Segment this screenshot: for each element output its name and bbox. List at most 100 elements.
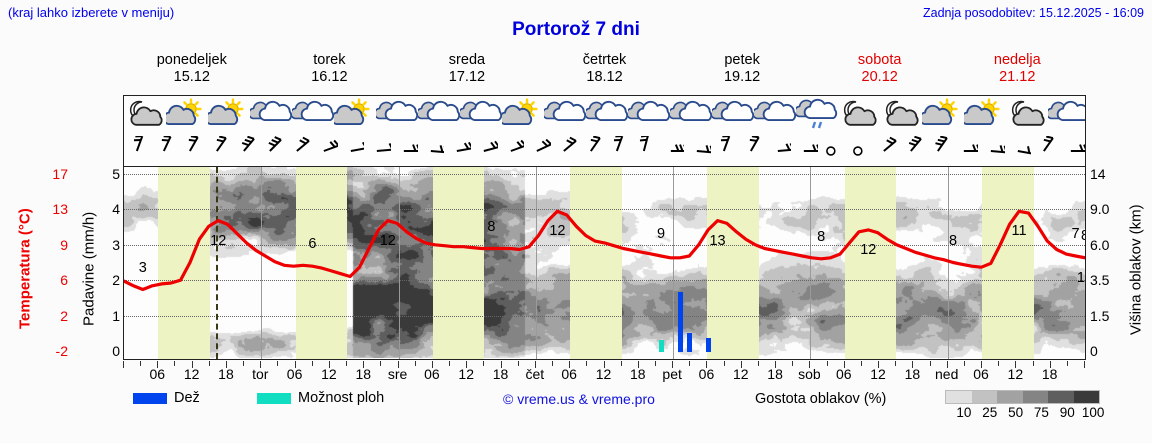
- time-label-23: ned: [935, 366, 959, 382]
- weather-icon-cloud: [250, 96, 292, 136]
- wind-barb-31: [951, 136, 981, 166]
- wind-barb-19: [631, 134, 658, 166]
- rain-swatch: [133, 392, 167, 404]
- precip-bar-2: [687, 332, 693, 352]
- temp-label-3: 12: [379, 232, 396, 249]
- time-tick: [1066, 361, 1068, 366]
- time-tick: [878, 361, 880, 368]
- time-tick: [757, 361, 759, 366]
- weather-icon-cloud-drizzle: [796, 96, 838, 136]
- time-tick: [534, 361, 536, 368]
- wind-barb-1: [151, 135, 178, 166]
- wind-barb-row: [124, 134, 1085, 166]
- weather-icon-cloud: [376, 96, 418, 136]
- cloud-density-colorbar-ticks: 10 25 50 75 90 100: [935, 405, 1115, 423]
- day-separator-1: [261, 167, 263, 359]
- wind-barb-21: [684, 136, 714, 166]
- cloud-density-tick-5: 100: [1081, 405, 1105, 420]
- cloud-tick-0: 14: [1090, 166, 1106, 182]
- day-separator-2: [398, 167, 400, 359]
- temperature-line: [124, 209, 1085, 292]
- temperature-axis-title: Temperatura (°C): [16, 208, 34, 330]
- weather-icon-cloud: [418, 96, 460, 136]
- wind-barb-0: [124, 135, 151, 166]
- horizontal-gridline-2: [124, 280, 1085, 282]
- cloud-density-tick-1: 25: [982, 405, 998, 420]
- day-date: 19.12: [723, 69, 761, 85]
- cloud-tick-3: 3.5: [1090, 272, 1110, 289]
- time-label-18: 18: [767, 366, 783, 382]
- time-tick: [672, 361, 674, 368]
- time-tick: [689, 361, 691, 366]
- forecast-chart-plot: 3 12 6 12 8 12 9 13 8 12 8 11 7 13 8: [123, 167, 1086, 360]
- current-time-marker: [215, 167, 218, 359]
- temp-tick-0: 17: [52, 166, 68, 182]
- cloud-tick-2: 6.0: [1090, 236, 1110, 253]
- temp-label-11: 11: [1011, 223, 1027, 240]
- time-label-14: 18: [630, 366, 646, 382]
- precipitation-axis-ticks: 5 4 3 2 1 0: [100, 166, 120, 360]
- cloud-density-tick-4: 90: [1059, 405, 1075, 420]
- daylight-band-5: [844, 167, 897, 359]
- time-tick: [963, 361, 965, 366]
- cloud-tick-1: 9.0: [1090, 201, 1110, 218]
- time-label-13: 12: [595, 366, 612, 382]
- time-tick: [466, 361, 468, 368]
- temp-label-4: 8: [487, 218, 496, 235]
- wind-barb-23: [738, 135, 765, 166]
- cloud-density-step-2: [997, 391, 1023, 403]
- day-name: sreda: [448, 52, 486, 68]
- cloud-density-step-0: [946, 391, 972, 403]
- daylight-band-0: [158, 167, 210, 359]
- temperature-curve: [124, 209, 1085, 292]
- time-label-8: 06: [424, 366, 440, 382]
- time-tick: [569, 361, 571, 368]
- weather-icon-cloud: [292, 96, 334, 136]
- day-header-2: sreda 17.12: [398, 52, 536, 92]
- day-header-5: sobota 20.12: [811, 52, 949, 92]
- wind-barb-4: [231, 135, 258, 166]
- temp-tick-4: 2: [60, 307, 68, 324]
- time-tick: [517, 361, 519, 366]
- wind-barb-32: [978, 136, 1008, 166]
- temp-label-12: 7: [1071, 225, 1080, 242]
- last-updated-text: Zadnja posodobitev: 15.12.2025 - 16:09: [922, 6, 1144, 20]
- time-label-19: sob: [798, 366, 821, 382]
- time-tick: [723, 361, 725, 366]
- cloud-density-colorbar: [945, 390, 1100, 404]
- day-date: 20.12: [861, 69, 898, 85]
- cloud-tick-5: 0: [1090, 343, 1098, 359]
- day-date: 21.12: [999, 69, 1036, 85]
- cloud-tick-4: 1.5: [1090, 307, 1110, 324]
- time-label-9: 12: [458, 366, 474, 382]
- time-label-4: 06: [286, 366, 303, 382]
- temp-label-2: 6: [308, 236, 317, 253]
- time-label-3: tor: [252, 366, 269, 382]
- copyright-link[interactable]: © vreme.us & vreme.pro: [503, 391, 655, 407]
- wind-barb-24: [765, 136, 794, 166]
- time-tick: [1049, 361, 1051, 368]
- day-header-row: ponedeljek 15.12 torek 16.12 sreda 17.12 četrt…: [123, 52, 1086, 92]
- day-date: 15.12: [173, 69, 210, 85]
- time-tick: [586, 361, 588, 366]
- time-tick: [775, 361, 777, 368]
- wind-barb-5: [257, 136, 284, 166]
- time-tick: [895, 361, 897, 366]
- time-label-22: 18: [904, 366, 921, 382]
- daylight-band-1: [295, 167, 348, 359]
- time-tick: [208, 361, 210, 366]
- time-label-5: 12: [321, 366, 337, 382]
- temp-tick-2: 9: [60, 236, 68, 253]
- temp-label-10: 8: [949, 232, 958, 249]
- wind-barb-14: [498, 136, 527, 166]
- temp-label-8: 8: [817, 228, 826, 245]
- time-axis-labels: 06 12 18 tor 06 12 18 sre 06 12 18 čet 06 12 18 pet 06 12…: [123, 361, 1086, 385]
- wind-barb-18: [604, 135, 631, 166]
- daylight-band-4: [707, 167, 759, 359]
- time-tick: [1032, 361, 1034, 366]
- time-tick: [809, 361, 811, 368]
- wind-barb-28: [871, 136, 898, 166]
- prec-tick-5: 0: [112, 343, 120, 359]
- weather-icon-moon-cloud: [1006, 96, 1048, 136]
- wind-barb-12: [444, 136, 474, 166]
